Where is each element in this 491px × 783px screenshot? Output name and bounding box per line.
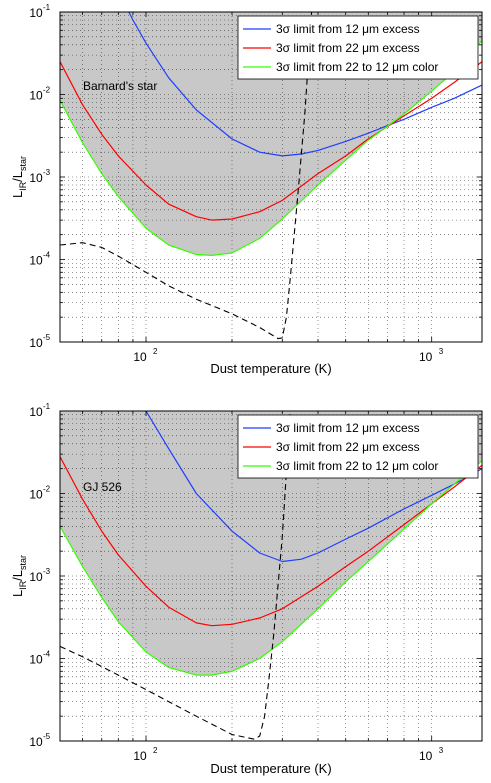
y-tick-label: 10 xyxy=(29,653,43,667)
y-tick-label-exponent: -5 xyxy=(43,333,51,342)
series-line-series_22um xyxy=(60,61,482,221)
legend-entry: 3σ limit from 22 μm excess xyxy=(276,41,420,55)
y-tick-label-exponent: -3 xyxy=(43,168,51,177)
series-line-dashed xyxy=(60,411,291,740)
tick-marks xyxy=(59,410,482,742)
y-tick-label-exponent: -4 xyxy=(43,650,51,659)
legend: 3σ limit from 12 μm excess 3σ limit from … xyxy=(237,15,479,80)
legend-entry: 3σ limit from 22 to 12 μm color xyxy=(276,60,438,74)
y-tick-label-exponent: -3 xyxy=(43,567,51,576)
y-tick-label-exponent: -2 xyxy=(43,485,51,494)
legend-entry: 3σ limit from 12 μm excess xyxy=(276,421,420,435)
tick-marks xyxy=(59,11,482,343)
y-tick-label-exponent: -1 xyxy=(43,402,51,411)
y-axis-label: LIR/Lstar xyxy=(10,156,28,198)
legend-entry: 3σ limit from 22 to 12 μm color xyxy=(276,459,438,473)
series-line-series_color xyxy=(60,40,482,256)
series-line-dashed xyxy=(60,12,313,340)
y-tick-label: 10 xyxy=(29,488,43,502)
x-tick-label-exponent: 2 xyxy=(153,746,158,755)
x-tick-label: 10 xyxy=(133,749,147,763)
y-tick-label-exponent: -2 xyxy=(43,86,51,95)
legend-entry: 3σ limit from 12 μm excess xyxy=(276,22,420,36)
series-line-series_12um xyxy=(145,411,482,563)
series-line-series_22um xyxy=(60,456,482,627)
x-axis-label: Dust temperature (K) xyxy=(210,361,331,376)
x-axis-label: Dust temperature (K) xyxy=(210,761,331,776)
x-tick-label-exponent: 3 xyxy=(439,347,444,356)
y-tick-label-exponent: -5 xyxy=(43,732,51,741)
legend: 3σ limit from 12 μm excess 3σ limit from … xyxy=(237,414,479,479)
x-tick-label-exponent: 2 xyxy=(153,347,158,356)
y-tick-label: 10 xyxy=(29,254,43,268)
y-tick-label: 10 xyxy=(29,405,43,419)
legend-entry: 3σ limit from 22 μm excess xyxy=(276,440,420,454)
chart-barnards-star: Barnard's star Dust temperature (K) 10 2 1… xyxy=(10,3,483,376)
chart-annotation: GJ 526 xyxy=(83,480,122,494)
chart-gj-526: GJ 526 Dust temperature (K) 10 2 10 310 -510… xyxy=(10,402,483,776)
y-axis-label: LIR/Lstar xyxy=(10,555,28,597)
chart-annotation: Barnard's star xyxy=(83,79,157,93)
x-tick-label: 10 xyxy=(133,350,147,364)
y-tick-label-exponent: -1 xyxy=(43,3,51,12)
legend-box xyxy=(237,414,479,479)
y-tick-label-exponent: -4 xyxy=(43,251,51,260)
y-tick-label: 10 xyxy=(29,570,43,584)
y-tick-label: 10 xyxy=(29,171,43,185)
x-tick-label-exponent: 3 xyxy=(439,746,444,755)
y-tick-label: 10 xyxy=(29,735,43,749)
x-tick-label: 10 xyxy=(419,350,433,364)
y-tick-label: 10 xyxy=(29,89,43,103)
series-line-series_color xyxy=(60,460,482,676)
x-tick-label: 10 xyxy=(419,749,433,763)
y-tick-label: 10 xyxy=(29,336,43,350)
legend-box xyxy=(237,15,479,80)
y-tick-label: 10 xyxy=(29,6,43,20)
